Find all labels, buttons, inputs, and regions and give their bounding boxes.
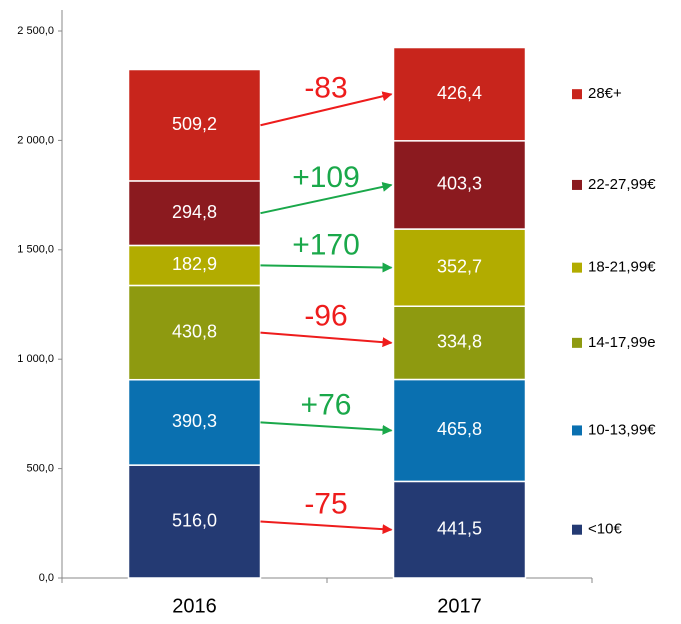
legend-label: 22-27,99€ — [588, 176, 656, 193]
bar-segment — [127, 68, 262, 182]
data-label: 352,7 — [437, 256, 482, 276]
bar-segment — [392, 46, 527, 142]
data-label: 403,3 — [437, 174, 482, 194]
y-tick-label: 500,0 — [26, 463, 54, 475]
x-tick-label: 2016 — [172, 595, 217, 617]
change-label: +76 — [301, 388, 352, 421]
change-label: +170 — [292, 228, 360, 261]
change-label: -83 — [304, 72, 347, 105]
data-label: 430,8 — [172, 321, 217, 341]
bar-segment — [127, 284, 262, 381]
y-tick-label: 2 500,0 — [17, 25, 54, 37]
legend-swatch — [572, 337, 582, 348]
y-tick-label: 1 000,0 — [17, 353, 54, 365]
data-label: 465,8 — [437, 419, 482, 439]
data-label: 441,5 — [437, 518, 482, 538]
change-arrow — [260, 91, 393, 127]
data-label: 426,4 — [437, 83, 482, 103]
x-tick-label: 2017 — [437, 595, 482, 617]
bar-segment — [392, 305, 527, 381]
legend-swatch — [572, 179, 582, 190]
change-arrow — [260, 262, 393, 273]
data-label: 294,8 — [172, 202, 217, 222]
bar-segment — [127, 180, 262, 247]
data-label: 516,0 — [172, 510, 217, 530]
change-arrow — [260, 421, 393, 435]
y-tick-label: 1 500,0 — [17, 244, 54, 256]
change-arrow — [260, 520, 393, 535]
bar-segment — [127, 244, 262, 287]
bar-segment — [127, 378, 262, 466]
legend-swatch — [572, 89, 582, 100]
data-label: 182,9 — [172, 254, 217, 274]
legend-swatch — [572, 425, 582, 436]
change-arrow — [260, 181, 393, 215]
data-label: 334,8 — [437, 332, 482, 352]
data-label: 509,2 — [172, 114, 217, 134]
change-arrow — [260, 331, 393, 348]
bar-segment — [127, 464, 262, 579]
change-label: -75 — [304, 488, 347, 521]
legend-label: 18-21,99€ — [588, 259, 656, 276]
change-label: +109 — [292, 161, 360, 194]
legend-label: <10€ — [588, 521, 622, 538]
y-tick-label: 2 000,0 — [17, 134, 54, 146]
bar-segment — [392, 228, 527, 307]
legend-label: 10-13,99€ — [588, 421, 656, 438]
bar-segment — [392, 140, 527, 230]
legend-swatch — [572, 524, 582, 535]
bar-segment — [392, 378, 527, 483]
legend-label: 28€+ — [588, 85, 622, 102]
legend-label: 14-17,99e — [588, 334, 656, 351]
legend-swatch — [572, 262, 582, 273]
y-tick-label: 0,0 — [39, 572, 54, 584]
data-label: 390,3 — [172, 411, 217, 431]
change-label: -96 — [304, 300, 347, 333]
